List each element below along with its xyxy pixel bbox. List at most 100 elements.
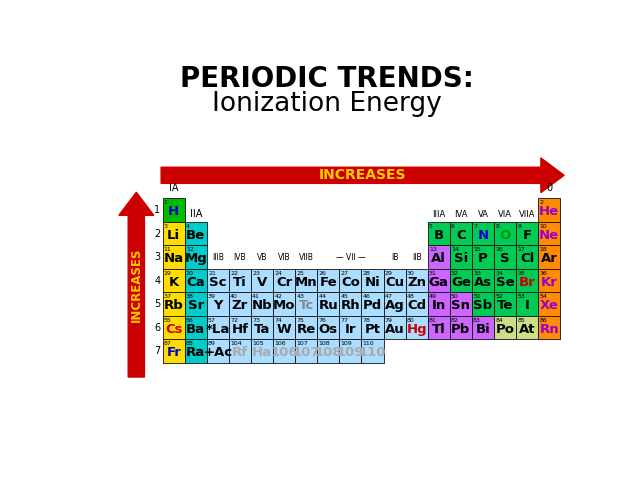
Bar	[383, 316, 406, 339]
Text: 43: 43	[297, 294, 304, 299]
Bar	[229, 292, 251, 316]
Bar	[516, 245, 538, 269]
Text: Cd: Cd	[407, 299, 426, 312]
Text: 106: 106	[271, 346, 298, 359]
Text: VIB: VIB	[278, 252, 290, 262]
Text: 6: 6	[154, 322, 160, 332]
Polygon shape	[119, 192, 154, 377]
Bar	[185, 222, 207, 245]
Bar	[163, 222, 185, 245]
Text: +Ac: +Ac	[204, 346, 232, 359]
Text: INCREASES: INCREASES	[130, 248, 143, 322]
Text: 28: 28	[362, 271, 371, 276]
Text: H: H	[168, 205, 179, 218]
Text: 110: 110	[362, 341, 375, 346]
Text: Ag: Ag	[385, 299, 404, 312]
Text: 3: 3	[154, 252, 160, 262]
Text: 104: 104	[230, 341, 242, 346]
Text: 8: 8	[495, 224, 499, 229]
Text: IVB: IVB	[234, 252, 246, 262]
Text: Mn: Mn	[295, 275, 318, 289]
Text: Y: Y	[213, 299, 223, 312]
Bar	[406, 269, 427, 292]
Text: 23: 23	[252, 271, 260, 276]
Bar	[207, 269, 229, 292]
Text: Cu: Cu	[385, 275, 404, 289]
Text: 42: 42	[274, 294, 282, 299]
Text: 108: 108	[318, 341, 330, 346]
Bar	[427, 316, 450, 339]
Text: 22: 22	[230, 271, 238, 276]
Text: Pb: Pb	[451, 322, 470, 336]
Text: 51: 51	[473, 294, 481, 299]
Text: Nb: Nb	[252, 299, 272, 312]
Text: 86: 86	[539, 318, 547, 323]
Text: Rf: Rf	[232, 346, 248, 359]
Bar	[185, 269, 207, 292]
Bar	[538, 198, 560, 222]
Text: Li: Li	[167, 228, 181, 242]
Text: O: O	[500, 228, 510, 242]
Bar	[472, 245, 494, 269]
Text: F: F	[523, 228, 531, 242]
Text: 107: 107	[297, 341, 308, 346]
Text: IVA: IVA	[454, 210, 468, 219]
Text: 31: 31	[429, 271, 437, 276]
Text: 74: 74	[274, 318, 282, 323]
Text: Ru: Ru	[318, 299, 338, 312]
Text: 14: 14	[451, 247, 459, 252]
Text: Se: Se	[496, 275, 514, 289]
Bar	[427, 222, 450, 245]
Text: 26: 26	[318, 271, 326, 276]
Text: INCREASES: INCREASES	[319, 168, 406, 182]
Text: IB: IB	[391, 252, 398, 262]
Bar	[427, 245, 450, 269]
Bar	[427, 292, 450, 316]
Bar	[362, 316, 383, 339]
Text: Ne: Ne	[539, 228, 560, 242]
Text: Sr: Sr	[188, 299, 204, 312]
Text: Zr: Zr	[232, 299, 248, 312]
Text: — VII —: — VII —	[336, 252, 366, 262]
Text: Ir: Ir	[345, 322, 356, 336]
Bar	[229, 339, 251, 363]
Bar	[273, 339, 295, 363]
Text: 57: 57	[208, 318, 216, 323]
Text: K: K	[168, 275, 179, 289]
Text: 54: 54	[539, 294, 547, 299]
Text: Os: Os	[319, 322, 338, 336]
Bar	[207, 316, 229, 339]
Text: W: W	[277, 322, 292, 336]
Text: V: V	[257, 275, 267, 289]
Bar	[472, 292, 494, 316]
Text: 21: 21	[208, 271, 216, 276]
Bar	[317, 269, 339, 292]
Text: 29: 29	[385, 271, 393, 276]
Text: C: C	[456, 228, 466, 242]
Text: 34: 34	[495, 271, 503, 276]
Text: Rb: Rb	[164, 299, 184, 312]
Text: VIIB: VIIB	[299, 252, 314, 262]
Text: In: In	[432, 299, 446, 312]
Text: Pt: Pt	[364, 322, 380, 336]
Text: 108: 108	[315, 346, 342, 359]
Text: Ca: Ca	[186, 275, 205, 289]
Bar	[295, 269, 317, 292]
Bar	[450, 245, 472, 269]
Text: 10: 10	[539, 224, 547, 229]
Text: Ti: Ti	[233, 275, 247, 289]
Text: Cs: Cs	[165, 322, 182, 336]
Text: 20: 20	[186, 271, 194, 276]
Bar	[207, 339, 229, 363]
Text: 80: 80	[407, 318, 415, 323]
Bar	[538, 292, 560, 316]
Text: 82: 82	[451, 318, 459, 323]
Text: Mo: Mo	[273, 299, 295, 312]
Text: 37: 37	[164, 294, 172, 299]
Bar	[339, 269, 362, 292]
Text: IA: IA	[169, 183, 179, 194]
Bar	[251, 339, 273, 363]
Text: 9: 9	[517, 224, 521, 229]
Text: Rn: Rn	[539, 322, 559, 336]
Text: 78: 78	[362, 318, 371, 323]
